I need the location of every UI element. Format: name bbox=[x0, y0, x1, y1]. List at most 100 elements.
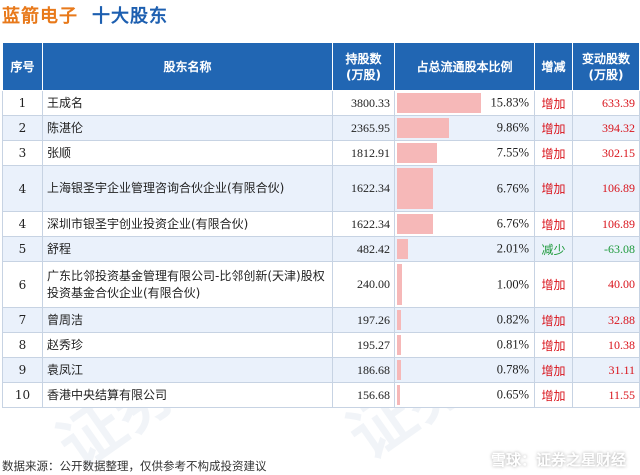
shares-cell: 2365.95 bbox=[332, 115, 395, 141]
table-header-row: 序号 股东名称 持股数 (万股) 占总流通股本比例 增减 变动股数 (万股) bbox=[2, 42, 640, 91]
change-direction-cell: 增加 bbox=[534, 115, 573, 141]
shareholder-name-cell: 赵秀珍 bbox=[42, 332, 333, 358]
change-direction-cell: 增加 bbox=[534, 382, 573, 408]
rank-cell: 2 bbox=[2, 115, 43, 141]
change-direction-cell: 减少 bbox=[534, 236, 573, 262]
delta-shares-cell: 40.00 bbox=[572, 261, 640, 308]
shareholder-name-cell: 舒程 bbox=[42, 236, 333, 262]
ratio-cell: 0.82% bbox=[394, 307, 535, 333]
shares-cell: 156.68 bbox=[332, 382, 395, 408]
shares-cell: 197.26 bbox=[332, 307, 395, 333]
ratio-value: 1.00% bbox=[496, 277, 529, 291]
page-title: 十大股东 bbox=[92, 6, 168, 27]
shares-cell: 1622.34 bbox=[332, 165, 395, 212]
delta-shares-cell: -63.08 bbox=[572, 236, 640, 262]
rank-cell: 8 bbox=[2, 332, 43, 358]
company-name: 蓝箭电子 bbox=[2, 6, 78, 27]
shareholder-name-cell: 陈湛伦 bbox=[42, 115, 333, 141]
ratio-bar bbox=[397, 93, 481, 113]
ratio-value: 9.86% bbox=[496, 120, 529, 135]
ratio-cell: 0.78% bbox=[394, 357, 535, 383]
column-header-shares: 持股数 (万股) bbox=[332, 42, 395, 91]
ratio-cell: 6.76% bbox=[394, 165, 535, 212]
shares-cell: 482.42 bbox=[332, 236, 395, 262]
ratio-value: 7.55% bbox=[496, 145, 529, 160]
ratio-cell: 0.81% bbox=[394, 332, 535, 358]
ratio-value: 0.78% bbox=[496, 362, 529, 377]
ratio-bar bbox=[397, 264, 403, 305]
rank-cell: 6 bbox=[2, 261, 43, 308]
shares-cell: 3800.33 bbox=[332, 90, 395, 116]
delta-shares-cell: 10.38 bbox=[572, 332, 640, 358]
shareholder-name-cell: 上海银圣宇企业管理咨询合伙企业(有限合伙) bbox=[42, 165, 333, 212]
change-direction-cell: 增加 bbox=[534, 140, 573, 166]
shares-cell: 240.00 bbox=[332, 261, 395, 308]
ratio-value: 6.76% bbox=[496, 216, 529, 231]
delta-shares-cell: 11.55 bbox=[572, 382, 640, 408]
shareholder-name-cell: 袁凤江 bbox=[42, 357, 333, 383]
table-row: 10 香港中央结算有限公司 156.68 0.65% 增加 11.55 bbox=[2, 382, 640, 408]
ratio-bar bbox=[397, 118, 450, 138]
ratio-bar bbox=[397, 143, 438, 163]
shareholders-table: 序号 股东名称 持股数 (万股) 占总流通股本比例 增减 变动股数 (万股) 1… bbox=[2, 42, 640, 408]
ratio-bar bbox=[397, 335, 402, 355]
ratio-value: 15.83% bbox=[490, 95, 529, 110]
rank-cell: 10 bbox=[2, 382, 43, 408]
brand-watermark: 雪球：证券之星财经 bbox=[468, 449, 626, 470]
delta-shares-cell: 106.89 bbox=[572, 165, 640, 212]
ratio-cell: 2.01% bbox=[394, 236, 535, 262]
ratio-cell: 1.00% bbox=[394, 261, 535, 308]
ratio-bar bbox=[397, 214, 433, 234]
change-direction-cell: 增加 bbox=[534, 357, 573, 383]
rank-cell: 4 bbox=[2, 211, 43, 237]
ratio-value: 0.65% bbox=[496, 387, 529, 402]
table-row: 6 广东比邻投资基金管理有限公司-比邻创新(天津)股权投资基金合伙企业(有限合伙)… bbox=[2, 261, 640, 308]
column-header-name: 股东名称 bbox=[42, 42, 333, 91]
change-direction-cell: 增加 bbox=[534, 211, 573, 237]
ratio-cell: 15.83% bbox=[394, 90, 535, 116]
column-header-ratio: 占总流通股本比例 bbox=[394, 42, 535, 91]
rank-cell: 3 bbox=[2, 140, 43, 166]
ratio-bar bbox=[397, 168, 433, 209]
snowball-logo-icon bbox=[468, 450, 487, 469]
ratio-value: 0.81% bbox=[496, 337, 529, 352]
change-direction-cell: 增加 bbox=[534, 332, 573, 358]
delta-shares-cell: 633.39 bbox=[572, 90, 640, 116]
shareholder-name-cell: 香港中央结算有限公司 bbox=[42, 382, 333, 408]
ratio-cell: 6.76% bbox=[394, 211, 535, 237]
ratio-cell: 7.55% bbox=[394, 140, 535, 166]
table-row: 8 赵秀珍 195.27 0.81% 增加 10.38 bbox=[2, 332, 640, 358]
table-row: 3 张顺 1812.91 7.55% 增加 302.15 bbox=[2, 140, 640, 166]
delta-shares-cell: 31.11 bbox=[572, 357, 640, 383]
title-bar: 蓝箭电子 十大股东 bbox=[0, 0, 640, 34]
change-direction-cell: 增加 bbox=[534, 261, 573, 308]
change-direction-cell: 增加 bbox=[534, 165, 573, 212]
shareholder-name-cell: 张顺 bbox=[42, 140, 333, 166]
shares-cell: 1622.34 bbox=[332, 211, 395, 237]
shareholder-name-cell: 深圳市银圣宇创业投资企业(有限合伙) bbox=[42, 211, 333, 237]
shareholder-name-cell: 广东比邻投资基金管理有限公司-比邻创新(天津)股权投资基金合伙企业(有限合伙) bbox=[42, 261, 333, 308]
ratio-bar bbox=[397, 385, 401, 405]
table-row: 4 深圳市银圣宇创业投资企业(有限合伙) 1622.34 6.76% 增加 106.89 bbox=[2, 211, 640, 237]
delta-shares-cell: 302.15 bbox=[572, 140, 640, 166]
ratio-cell: 0.65% bbox=[394, 382, 535, 408]
data-source-note: 数据来源：公开数据整理，仅供参考不构成投资建议 bbox=[2, 459, 267, 473]
ratio-bar bbox=[397, 310, 402, 330]
rank-cell: 9 bbox=[2, 357, 43, 383]
ratio-bar bbox=[397, 360, 402, 380]
ratio-cell: 9.86% bbox=[394, 115, 535, 141]
table-row: 5 舒程 482.42 2.01% 减少 -63.08 bbox=[2, 236, 640, 262]
shareholder-name-cell: 王成名 bbox=[42, 90, 333, 116]
rank-cell: 5 bbox=[2, 236, 43, 262]
change-direction-cell: 增加 bbox=[534, 90, 573, 116]
shares-cell: 195.27 bbox=[332, 332, 395, 358]
brand-text: 雪球：证券之星财经 bbox=[490, 451, 626, 469]
column-header-rank: 序号 bbox=[2, 42, 43, 91]
ratio-value: 0.82% bbox=[496, 312, 529, 327]
change-direction-cell: 增加 bbox=[534, 307, 573, 333]
delta-shares-cell: 32.88 bbox=[572, 307, 640, 333]
rank-cell: 7 bbox=[2, 307, 43, 333]
rank-cell: 4 bbox=[2, 165, 43, 212]
delta-shares-cell: 106.89 bbox=[572, 211, 640, 237]
shares-cell: 1812.91 bbox=[332, 140, 395, 166]
